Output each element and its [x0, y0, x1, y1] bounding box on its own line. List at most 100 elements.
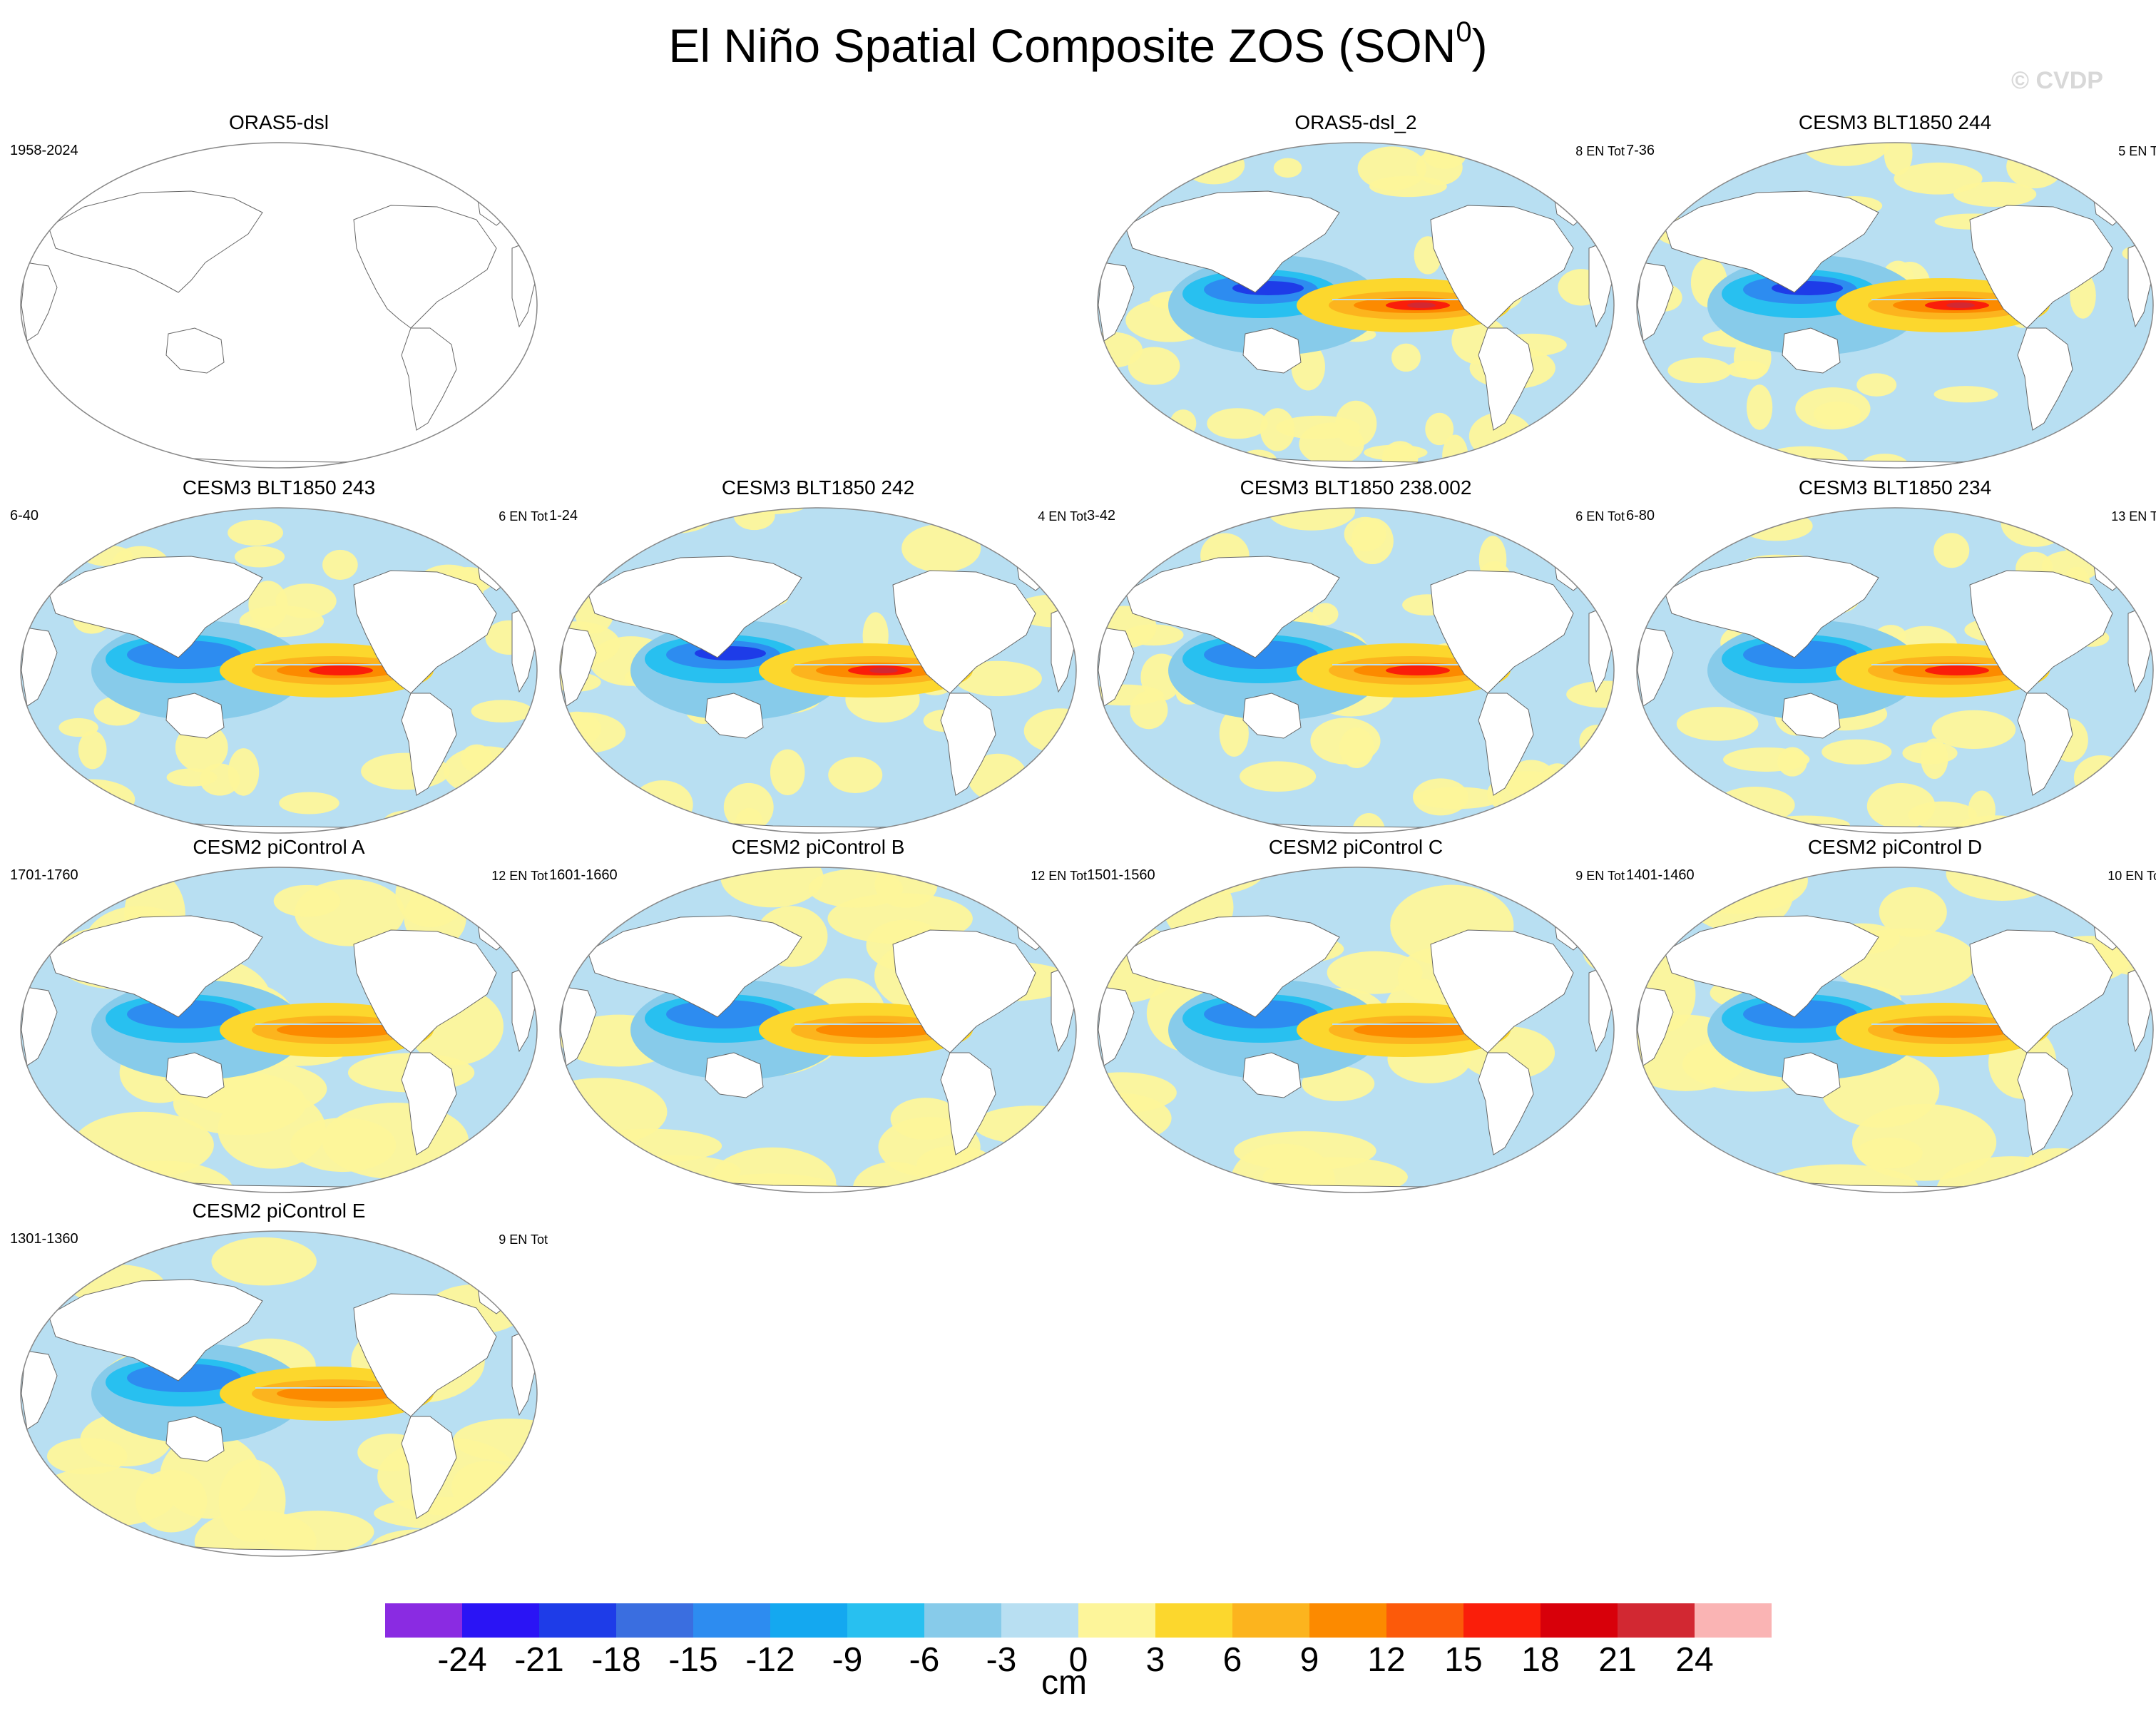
positive-anomaly-patch — [828, 757, 883, 793]
positive-anomaly-patch — [1312, 603, 1339, 625]
positive-anomaly-patch — [1541, 763, 1573, 795]
positive-anomaly-patch — [1234, 1131, 1376, 1171]
positive-anomaly-patch — [1048, 745, 1076, 777]
positive-anomaly-patch — [484, 818, 523, 833]
colorbar-box — [1001, 1603, 1078, 1638]
colorbar-tick: 9 — [1299, 1641, 1319, 1679]
positive-anomaly-peak — [869, 668, 898, 673]
title-text: El Niño Spatial Composite ZOS (SON — [668, 19, 1456, 72]
south-america-land — [940, 693, 996, 796]
positive-anomaly-patch — [2073, 755, 2128, 800]
positive-anomaly-patch — [279, 792, 339, 814]
colorbar-box — [385, 1603, 462, 1638]
panel-right-label: 6 EN Tot — [1575, 509, 1625, 524]
positive-anomaly-patch — [2080, 867, 2153, 893]
colorbar-box — [693, 1603, 770, 1638]
south-america-land — [401, 1416, 457, 1519]
map-border — [1097, 867, 1615, 1193]
panel-right-label: 9 EN Tot — [1575, 869, 1625, 883]
positive-anomaly-patch — [601, 812, 675, 833]
positive-anomaly-patch — [1746, 384, 1773, 430]
positive-anomaly-patch — [398, 508, 448, 529]
positive-anomaly-patch — [954, 660, 1042, 697]
colorbar-tick: 24 — [1675, 1641, 1714, 1679]
panel-title: CESM3 BLT1850 244 — [1798, 111, 1992, 133]
colorbar-box — [924, 1603, 1001, 1638]
colorbar-box — [847, 1603, 924, 1638]
africa-land — [1098, 262, 1135, 342]
positive-anomaly-patch — [1931, 710, 2016, 750]
panel-right-label: 13 EN To — [2111, 509, 2156, 524]
colorbar-tick: -3 — [986, 1641, 1017, 1679]
positive-anomaly-patch — [808, 869, 904, 908]
australia-land — [1782, 1052, 1841, 1098]
panel-left-label: 1-24 — [549, 508, 578, 524]
south-america-land — [1478, 693, 1534, 796]
positive-anomaly-patch — [1105, 1149, 1171, 1193]
positive-anomaly-patch — [1933, 533, 1970, 568]
australia-land — [1782, 693, 1841, 739]
map-border — [1636, 142, 2154, 469]
world-map — [559, 867, 1077, 1193]
positive-anomaly-patch — [2073, 813, 2130, 833]
positive-anomaly-patch — [1894, 162, 1983, 195]
positive-anomaly-patch — [1801, 143, 1890, 166]
south-america-land — [1478, 327, 1534, 431]
map-panel: CESM3 BLT1850 243 6-40 6 EN Tot — [10, 475, 548, 839]
map-border — [1097, 142, 1615, 469]
antarctica-land — [126, 454, 449, 468]
panel-left-label: 6-40 — [10, 508, 39, 524]
panel-right-label: 8 EN Tot — [1575, 144, 1625, 158]
africa-land — [560, 627, 597, 707]
positive-anomaly-patch — [1538, 867, 1614, 924]
australia-land — [1782, 327, 1841, 374]
map-panel: CESM3 BLT1850 242 1-24 4 EN Tot — [549, 475, 1087, 839]
eurasia-land — [48, 190, 263, 293]
australia-land — [705, 693, 764, 739]
map-panel: CESM3 BLT1850 244 7-36 5 EN To — [1626, 110, 2156, 474]
africa-land — [1098, 986, 1135, 1066]
colorbar-box — [462, 1603, 539, 1638]
world-map — [20, 142, 538, 469]
greenland-land — [476, 190, 513, 226]
colorbar-tick: -24 — [437, 1641, 487, 1679]
americas-land — [353, 205, 497, 329]
positive-anomaly-patch — [1676, 707, 1759, 741]
americas-land — [353, 570, 497, 694]
panel-right-label: 5 EN To — [2118, 144, 2156, 158]
world-map — [20, 867, 538, 1193]
colorbar-box — [1386, 1603, 1463, 1638]
figure-title: El Niño Spatial Composite ZOS (SON0) — [0, 16, 2156, 73]
positive-anomaly-patch — [58, 717, 98, 737]
positive-anomaly-core — [277, 1022, 398, 1038]
map-panel: ORAS5-dsl_2 8 EN Tot — [1087, 110, 1625, 474]
americas-land — [353, 929, 497, 1053]
positive-anomaly-patch — [1777, 747, 1807, 777]
panel-left-label: 7-36 — [1626, 143, 1655, 158]
panel-left-label: 1601-1660 — [549, 867, 618, 883]
colorbar-tick: -18 — [591, 1641, 641, 1679]
positive-anomaly-patch — [211, 1237, 317, 1286]
colorbar-tick: -9 — [832, 1641, 863, 1679]
panel-title: CESM3 BLT1850 242 — [721, 476, 915, 499]
negative-anomaly-core — [666, 1000, 780, 1028]
negative-anomaly-core — [1743, 640, 1857, 669]
south-america-land — [940, 1052, 996, 1155]
map-border — [559, 867, 1077, 1193]
positive-anomaly-patch — [1566, 680, 1614, 708]
colorbar-tick: -12 — [745, 1641, 795, 1679]
panel-left-label: 1701-1760 — [10, 867, 78, 883]
positive-anomaly-patch — [384, 810, 433, 832]
positive-anomaly-patch — [1726, 360, 1769, 379]
positive-anomaly-patch — [1182, 145, 1245, 185]
positive-anomaly-core — [1354, 1022, 1475, 1038]
eurasia-land — [1664, 556, 1879, 658]
world-map — [1097, 867, 1615, 1193]
eurasia-land — [587, 915, 802, 1018]
map-border — [559, 507, 1077, 834]
positive-anomaly-patch — [1098, 143, 1145, 151]
positive-anomaly-peak — [1925, 665, 1989, 675]
positive-anomaly-patch — [2113, 508, 2150, 524]
positive-anomaly-patch — [1099, 772, 1175, 813]
africa-land — [21, 627, 58, 707]
